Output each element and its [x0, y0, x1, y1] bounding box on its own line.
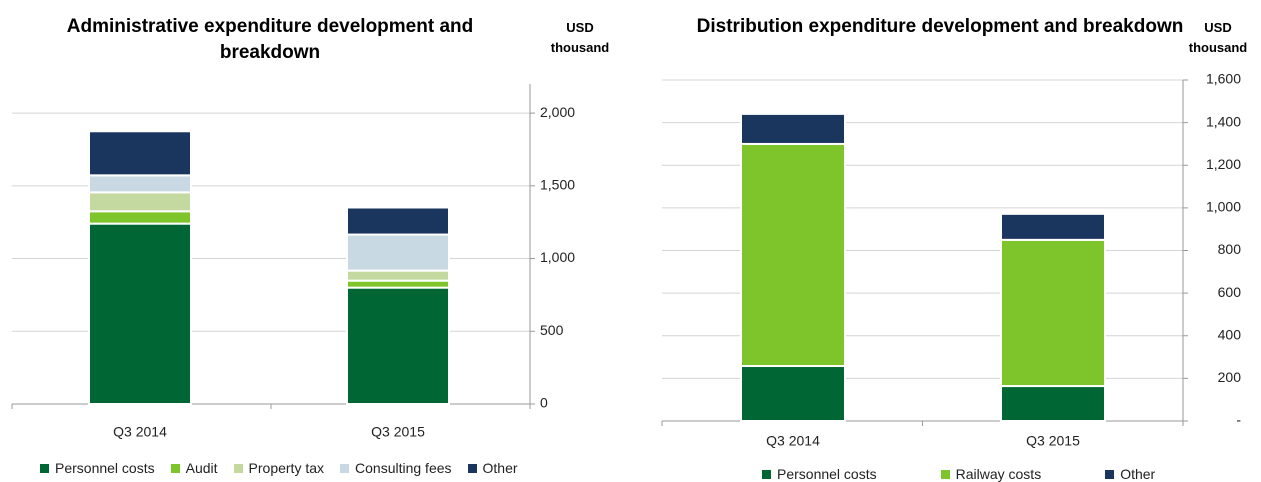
x-tick-label: Q3 2015: [1026, 433, 1080, 449]
legend: Personnel costs Railway costs Other: [762, 466, 1155, 482]
x-tick-label: Q3 2014: [766, 433, 820, 449]
legend: Personnel costs Audit Property tax Consulti…: [40, 460, 518, 476]
y-tick-label: 2,000: [540, 104, 575, 120]
y-tick-label: 1,400: [1206, 113, 1241, 129]
legend-item: Other: [467, 460, 518, 476]
x-tick-label: Q3 2015: [371, 424, 425, 440]
legend-swatch: [340, 463, 350, 473]
y-tick-label: -: [1236, 412, 1241, 428]
bar-segment: [346, 269, 450, 282]
legend-item: Other: [1105, 466, 1155, 482]
y-tick-label: 600: [1218, 284, 1242, 300]
bar-segment: [346, 279, 450, 289]
legend-label: Property tax: [248, 460, 325, 476]
y-tick-label: 400: [1218, 326, 1242, 342]
chart-title: Distribution expenditure development and…: [696, 16, 1184, 37]
y-tick-label: 1,000: [540, 249, 575, 265]
bar-segment: [346, 233, 450, 272]
y-tick-label: 1,500: [540, 177, 575, 193]
legend-label: Consulting fees: [355, 460, 452, 476]
bar-segment: [1000, 212, 1106, 241]
y-tick-label: 800: [1218, 241, 1242, 257]
bar-segment: [1000, 385, 1106, 422]
legend-item: Consulting fees: [340, 460, 452, 476]
bar-segment: [1000, 238, 1106, 388]
bar-segment: [88, 130, 192, 177]
y-tick-label: 1,600: [1206, 71, 1241, 87]
legend-item: Personnel costs: [762, 466, 877, 482]
chart-title: Administrative expenditure development a…: [66, 16, 474, 63]
y-tick-label: 0: [540, 395, 548, 411]
legend-swatch: [467, 463, 477, 473]
bar-segment: [740, 112, 846, 145]
legend-swatch: [170, 463, 180, 473]
legend-swatch: [233, 463, 243, 473]
legend-label: Railway costs: [955, 466, 1042, 482]
bar-segment: [346, 206, 450, 236]
legend-item: Personnel costs: [40, 460, 155, 476]
bar-segment: [346, 286, 450, 405]
bar-segment: [740, 142, 846, 368]
y-axis-label: USD thousand: [550, 20, 610, 55]
y-tick-label: 200: [1218, 369, 1242, 385]
bar-segment: [88, 222, 192, 405]
y-tick-label: 500: [540, 322, 564, 338]
legend-label: Personnel costs: [777, 466, 877, 482]
bar-segment: [88, 174, 192, 194]
bar-segment: [88, 210, 192, 225]
legend-swatch: [1105, 469, 1115, 479]
y-tick-label: 1,200: [1206, 156, 1241, 172]
legend-item: Audit: [170, 460, 218, 476]
x-tick-label: Q3 2014: [113, 424, 167, 440]
legend-item: Railway costs: [940, 466, 1042, 482]
legend-label: Personnel costs: [55, 460, 155, 476]
legend-label: Other: [1120, 466, 1156, 482]
bar-segment: [88, 191, 192, 213]
legend-swatch: [762, 469, 771, 479]
legend-swatch: [940, 469, 950, 479]
bar-segment: [740, 365, 846, 423]
legend-label: Other: [482, 460, 518, 476]
y-tick-label: 1,000: [1206, 199, 1241, 215]
legend-swatch: [40, 463, 49, 473]
legend-item: Property tax: [233, 460, 325, 476]
y-axis-label: USD thousand: [1188, 20, 1248, 55]
legend-label: Audit: [185, 460, 218, 476]
